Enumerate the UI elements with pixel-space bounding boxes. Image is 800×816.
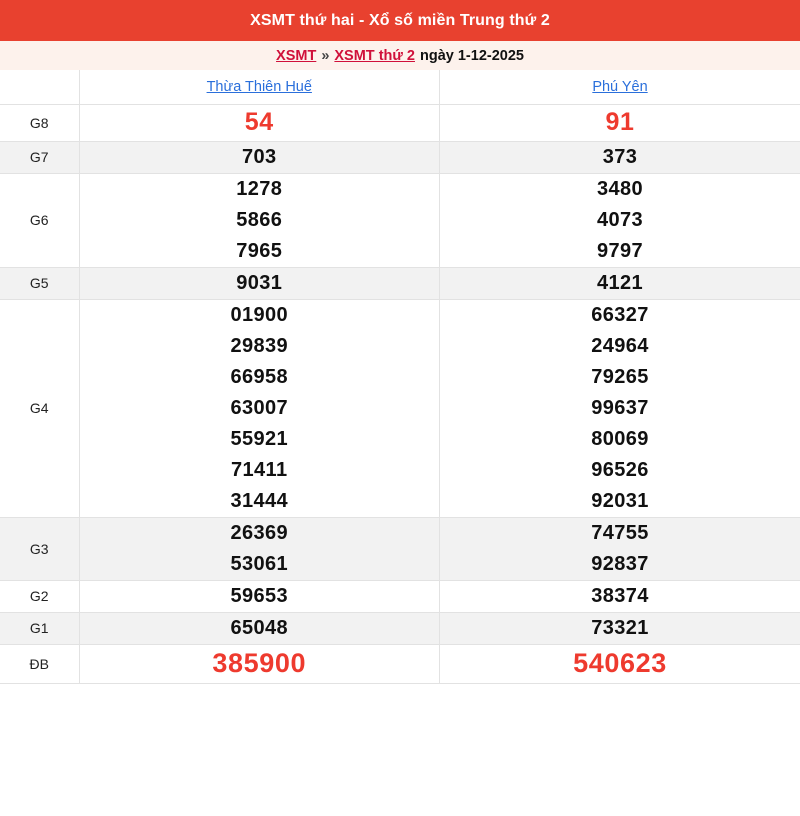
table-row: G3 26369 53061 74755 92837	[0, 516, 800, 581]
breadcrumb-date: ngày 1-12-2025	[419, 47, 524, 64]
prize-label-g5: G5	[0, 266, 80, 300]
results-table-wrapper: Thừa Thiên Huế Phú Yên G8 54 91 G7 703 373 G6 1…	[0, 70, 800, 812]
table-row: G7 703 373	[0, 140, 800, 174]
prize-number: 53061	[230, 553, 289, 575]
prize-cell: 4121	[439, 266, 800, 300]
prize-cell: 26369 53061	[78, 516, 440, 581]
table-row: G5 9031 4121	[0, 266, 800, 300]
prize-cell: 74755 92837	[439, 516, 800, 581]
prize-number: 373	[602, 146, 638, 168]
prize-label-g1: G1	[0, 611, 80, 645]
prize-number: 385900	[212, 648, 307, 678]
breadcrumb: XSMT » XSMT thứ 2 ngày 1-12-2025	[0, 41, 800, 70]
prize-cell: 59653	[78, 579, 440, 613]
prize-label-g7: G7	[0, 140, 80, 174]
table-row: G2 59653 38374	[0, 579, 800, 613]
prize-cell: 91	[439, 103, 800, 142]
table-row: G6 1278 5866 7965 3480 4073 9797	[0, 172, 800, 268]
page-bottom-spacer	[0, 812, 800, 816]
prize-number: 65048	[230, 617, 289, 639]
prize-number: 7965	[236, 240, 283, 262]
table-row: G8 54 91	[0, 103, 800, 142]
prize-cell: 65048	[78, 611, 440, 645]
prize-number: 55921	[230, 428, 289, 450]
prize-number: 80069	[591, 428, 649, 450]
province-link-1[interactable]: Phú Yên	[592, 78, 648, 95]
prize-number: 96526	[591, 459, 649, 481]
prize-number: 91	[605, 108, 635, 136]
prize-cell: 373	[439, 140, 800, 174]
prize-number: 4121	[596, 272, 644, 294]
prize-number: 74755	[591, 522, 649, 544]
prize-number: 66958	[230, 366, 289, 388]
prize-number: 31444	[230, 490, 289, 512]
prize-label-g8: G8	[0, 103, 80, 142]
prize-cell: 54	[78, 103, 440, 142]
prize-label-đb: ĐB	[0, 643, 80, 684]
table-row: G1 65048 73321	[0, 611, 800, 645]
breadcrumb-link-parent[interactable]: XSMT thứ 2	[334, 47, 415, 64]
breadcrumb-separator: »	[321, 47, 330, 64]
table-row: ĐB 385900 540623	[0, 643, 800, 684]
prize-number: 4073	[596, 209, 644, 231]
prize-cell: 703	[78, 140, 440, 174]
prize-number: 92837	[591, 553, 649, 575]
prize-number: 3480	[596, 178, 644, 200]
prize-number: 703	[241, 146, 277, 168]
prize-number: 73321	[591, 617, 649, 639]
prize-cell: 66327 24964 79265 99637 80069 96526 92031	[439, 298, 800, 518]
prize-number: 01900	[230, 304, 289, 326]
prize-number: 9031	[236, 272, 283, 294]
prize-cell: 38374	[439, 579, 800, 613]
prize-label-g6: G6	[0, 172, 80, 268]
prize-number: 63007	[230, 397, 289, 419]
prize-number: 59653	[230, 585, 289, 607]
prize-number: 79265	[591, 366, 649, 388]
prize-cell: 01900 29839 66958 63007 55921 71411 31444	[78, 298, 440, 518]
prize-number: 71411	[230, 459, 288, 481]
prize-number: 5866	[236, 209, 283, 231]
prize-number: 24964	[591, 335, 649, 357]
table-corner-cell	[0, 70, 80, 105]
table-body: G8 54 91 G7 703 373 G6 1278 5866 7965 3480 4073 9797…	[0, 103, 800, 684]
prize-label-g3: G3	[0, 516, 80, 581]
prize-label-g2: G2	[0, 579, 80, 613]
prize-number: 540623	[573, 648, 667, 678]
province-header-0: Thừa Thiên Huế	[78, 70, 440, 105]
prize-number: 29839	[230, 335, 289, 357]
prize-number: 26369	[230, 522, 289, 544]
province-link-0[interactable]: Thừa Thiên Huế	[206, 78, 312, 95]
prize-number: 66327	[591, 304, 649, 326]
table-head: Thừa Thiên Huế Phú Yên	[0, 70, 800, 105]
table-row: G4 01900 29839 66958 63007 55921 71411 31444 663…	[0, 298, 800, 518]
prize-number: 92031	[591, 490, 649, 512]
page-title: XSMT thứ hai - Xổ số miền Trung thứ 2	[250, 11, 550, 29]
province-header-1: Phú Yên	[439, 70, 800, 105]
prize-number: 38374	[591, 585, 649, 607]
prize-number: 99637	[591, 397, 649, 419]
prize-cell: 385900	[78, 643, 440, 684]
prize-cell: 3480 4073 9797	[439, 172, 800, 268]
prize-number: 1278	[236, 178, 283, 200]
prize-number: 9797	[596, 240, 644, 262]
province-header-row: Thừa Thiên Huế Phú Yên	[0, 70, 800, 105]
prize-label-g4: G4	[0, 298, 80, 518]
prize-cell: 9031	[78, 266, 440, 300]
prize-cell: 540623	[439, 643, 800, 684]
lottery-results-table: Thừa Thiên Huế Phú Yên G8 54 91 G7 703 373 G6 1…	[0, 70, 800, 684]
prize-cell: 73321	[439, 611, 800, 645]
breadcrumb-link-root[interactable]: XSMT	[276, 47, 317, 64]
prize-number: 54	[244, 108, 274, 136]
prize-cell: 1278 5866 7965	[78, 172, 440, 268]
page-title-bar: XSMT thứ hai - Xổ số miền Trung thứ 2	[0, 0, 800, 41]
